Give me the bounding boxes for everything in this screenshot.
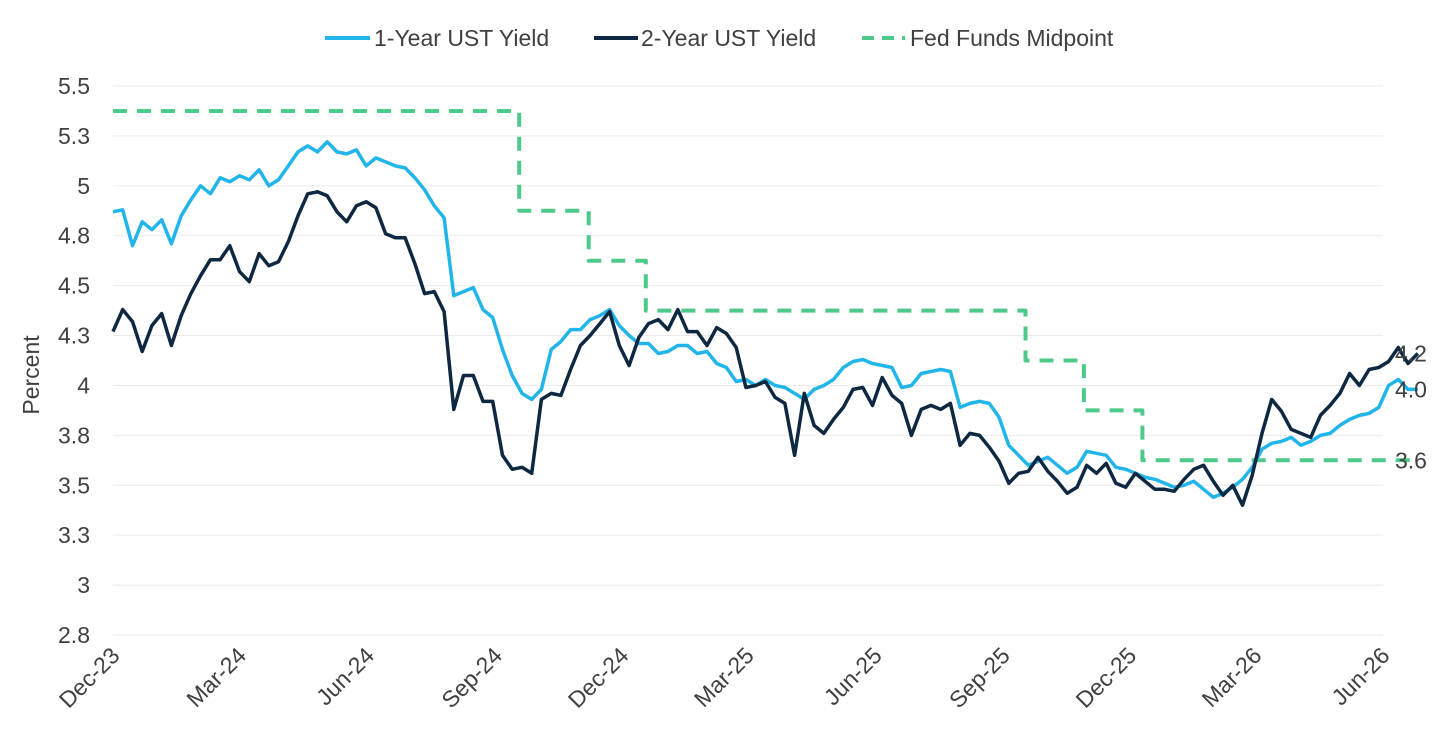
y-tick-label: 3.5 bbox=[58, 472, 90, 498]
end-labels: 4.0 4.2 3.6 bbox=[1395, 341, 1427, 474]
gridlines bbox=[113, 85, 1383, 636]
series-line-1-year-ust-yield bbox=[112, 140, 1418, 500]
x-tick-label: Jun-24 bbox=[311, 642, 379, 710]
y-tick-label: 3.3 bbox=[58, 522, 90, 548]
x-tick-label: Sep-25 bbox=[944, 642, 1015, 713]
y-tick-label: 5 bbox=[77, 173, 90, 199]
x-tick-label: Dec-23 bbox=[54, 642, 125, 713]
y-axis-title: Percent bbox=[18, 335, 44, 415]
y-tick-label: 3.8 bbox=[58, 422, 90, 448]
y-axis: 5.5 5.3 5 4.8 4.5 4.3 4 3.8 3.5 3.3 3 2.8 bbox=[58, 73, 90, 648]
y-tick-label: 4.8 bbox=[58, 223, 90, 249]
y-tick-label: 4.5 bbox=[58, 273, 90, 299]
y-tick-label: 4 bbox=[77, 372, 90, 398]
x-tick-label: Dec-25 bbox=[1071, 642, 1142, 713]
y-tick-label: 4.3 bbox=[58, 323, 90, 349]
y-tick-label: 3 bbox=[77, 572, 90, 598]
x-tick-label: Mar-25 bbox=[689, 642, 759, 712]
end-label: 4.2 bbox=[1395, 341, 1427, 367]
legend-label: Fed Funds Midpoint bbox=[910, 25, 1114, 51]
y-tick-label: 5.5 bbox=[58, 73, 90, 99]
x-tick-label: Jun-25 bbox=[819, 642, 887, 710]
y-tick-label: 5.3 bbox=[58, 123, 90, 149]
x-tick-label: Mar-24 bbox=[181, 642, 251, 712]
x-tick-label: Dec-24 bbox=[563, 642, 634, 713]
y-tick-label: 2.8 bbox=[58, 622, 90, 648]
legend: 1-Year UST Yield 2-Year UST Yield Fed Fund… bbox=[325, 25, 1114, 51]
end-label: 3.6 bbox=[1395, 447, 1427, 473]
legend-label: 1-Year UST Yield bbox=[374, 25, 549, 51]
x-axis: Dec-23 Mar-24 Jun-24 Sep-24 Dec-24 Mar-25 Jun-… bbox=[54, 642, 1395, 713]
series-group bbox=[111, 109, 1420, 507]
x-tick-label: Mar-26 bbox=[1197, 642, 1267, 712]
x-tick-label: Sep-24 bbox=[436, 642, 507, 713]
series-line-fed-funds-midpoint bbox=[113, 109, 1418, 463]
end-label: 4.0 bbox=[1395, 376, 1427, 402]
legend-label: 2-Year UST Yield bbox=[641, 25, 816, 51]
series-line-2-year-ust-yield bbox=[111, 190, 1420, 507]
x-tick-label: Jun-26 bbox=[1326, 642, 1394, 710]
